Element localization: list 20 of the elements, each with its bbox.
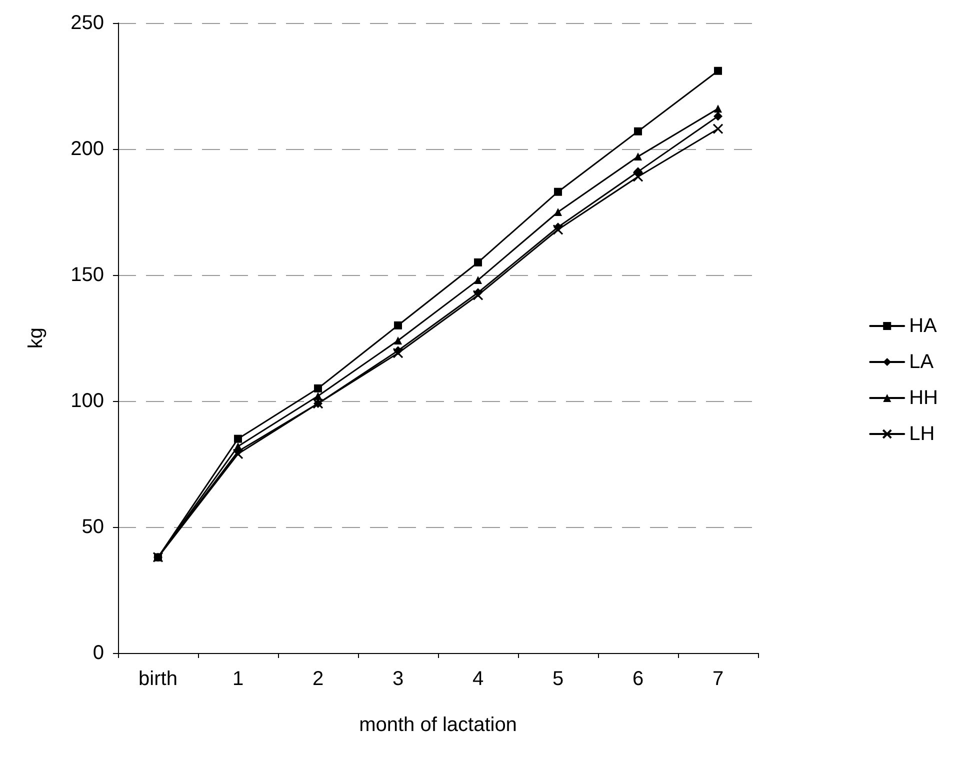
x-tick-label: 7 [712,668,724,690]
legend-label: HH [909,387,938,409]
legend-label: LH [909,423,935,445]
legend-label: HA [909,315,938,337]
y-axis-title: kg [25,327,47,349]
x-tick-label: birth [138,668,178,690]
x-tick-label: 1 [232,668,244,690]
y-tick-label: 100 [70,390,104,412]
x-tick-label: 2 [312,668,324,690]
y-tick-label: 150 [70,264,104,286]
legend-label: LA [909,351,934,373]
x-tick-label: 5 [552,668,564,690]
y-tick-label: 200 [70,138,104,160]
x-tick-label: 3 [392,668,404,690]
x-axis-title: month of lactation [359,714,517,736]
y-tick-label: 250 [70,12,104,34]
y-tick-label: 50 [82,516,104,538]
x-tick-label: 6 [632,668,644,690]
x-tick-label: 4 [472,668,484,690]
y-tick-label: 0 [92,642,104,664]
